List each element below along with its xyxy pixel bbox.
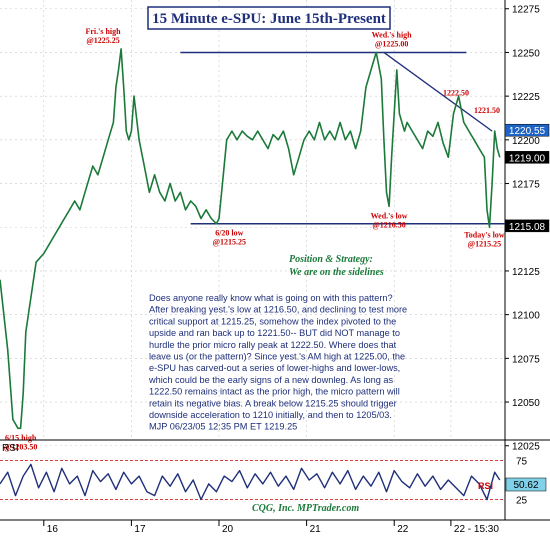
commentary-line: which could be the early signs of a new … xyxy=(148,375,394,385)
price-y-tick-label: 12125 xyxy=(512,267,540,278)
commentary-line: hurdle the prior micro rally peak at 122… xyxy=(149,340,397,350)
time-axis-label: 20 xyxy=(222,524,234,535)
commentary-line: e-SPU has carved-out a series of lower-h… xyxy=(149,363,400,373)
commentary-line: retain its negative bias. A break below … xyxy=(149,398,397,408)
chart-title: 15 Minute e-SPU: June 15th-Present xyxy=(152,11,386,27)
price-tags: 1220.55 1219.00 1215.08 xyxy=(504,123,550,233)
commentary-line: After breaking yest.'s low at 1216.50, a… xyxy=(149,305,407,315)
price-annotation-line: @1215.25 xyxy=(468,239,501,248)
price-annotation-line: 1222.50 xyxy=(443,88,469,97)
rsi-current-value: 50.62 xyxy=(513,480,538,491)
price-panel-background xyxy=(0,0,505,437)
price-annotation-line: 6/15 high xyxy=(5,433,37,442)
time-axis-label: 22 - 15:30 xyxy=(454,524,499,535)
rsi-y-tick-label: 25 xyxy=(516,496,528,507)
price-y-tick-label: 12175 xyxy=(512,180,540,191)
price-annotation-line: Wed.'s high xyxy=(372,30,413,39)
price-annotation: Wed.'s high@1225.00 xyxy=(372,30,413,48)
time-axis-label: 16 xyxy=(47,524,59,535)
price-annotation-line: Wed.'s low xyxy=(371,211,408,220)
price-annotation: Wed.'s low@1216.50 xyxy=(371,211,408,229)
time-axis-label: 21 xyxy=(310,524,322,535)
rsi-y-tick-labels: 75 25 xyxy=(516,457,528,507)
price-tag: 1215.08 xyxy=(504,219,550,233)
price-series xyxy=(0,48,501,430)
price-annotation-line: 6/20 low xyxy=(215,229,243,238)
time-axis-label: 17 xyxy=(134,524,146,535)
chart-title-box: 15 Minute e-SPU: June 15th-Present xyxy=(147,6,391,30)
price-annotation-line: Today's low xyxy=(464,230,505,239)
price-annotation-line: @1225.00 xyxy=(375,39,408,48)
price-y-tick-label: 12100 xyxy=(512,311,540,322)
commentary-line: upside and ran back up to 1221.50-- BUT … xyxy=(149,328,400,338)
price-annotation-line: 1221.50 xyxy=(474,106,500,115)
price-tag-box xyxy=(504,219,550,233)
rsi-line xyxy=(0,463,501,501)
price-y-tick-label: 12050 xyxy=(512,398,540,409)
price-annotation: Today's low@1215.25 xyxy=(464,230,505,248)
price-tag-box xyxy=(504,151,550,164)
price-y-tick-label: 12275 xyxy=(512,5,540,16)
rsi-y-tick-label: 75 xyxy=(516,457,528,468)
commentary-line: 1222.50 remains intact as the prior high… xyxy=(149,387,400,397)
price-y-tick-label: 12250 xyxy=(512,48,540,59)
price-tag-label: 1215.08 xyxy=(509,222,546,233)
position-strategy-text: We are on the sidelines xyxy=(289,267,384,278)
reference-line-downtrend xyxy=(383,51,493,132)
time-axis-label: 22 xyxy=(397,524,409,535)
price-tag: 1220.55 xyxy=(504,123,550,137)
price-annotation-line: @1215.25 xyxy=(213,238,246,247)
price-annotation-line: @1225.25 xyxy=(86,36,119,45)
price-tag-label: 1219.00 xyxy=(509,153,546,164)
commentary-text: Does anyone really know what is going on… xyxy=(148,293,407,432)
rsi-panel-label: RSI xyxy=(2,443,19,454)
time-axis-labels: 16 17 20 21 22 22 - 15:30 xyxy=(43,520,499,535)
commentary-line: critical support at 1215.25, somehow the… xyxy=(149,316,396,326)
commentary-line: downside acceleration to 1210 initially,… xyxy=(149,410,392,420)
price-y-tick-label: 12025 xyxy=(512,442,540,453)
price-annotation-line: Fri.'s high xyxy=(85,27,121,36)
price-annotation: 1221.50 xyxy=(474,106,500,115)
price-annotation-line: @1203.50 xyxy=(4,442,37,451)
position-strategy-heading: Position & Strategy: xyxy=(289,254,373,265)
rsi-grid xyxy=(0,460,505,500)
price-annotations: Fri.'s high@1225.25 Wed.'s high@1225.00 12… xyxy=(4,27,505,451)
rsi-value-tag: 50.62 xyxy=(505,477,547,492)
price-annotation: 1222.50 xyxy=(443,88,469,97)
watermark: CQG, Inc. MPTrader.com xyxy=(252,503,359,514)
position-strategy: Position & Strategy: We are on the sidel… xyxy=(289,254,384,278)
price-tag: 1219.00 xyxy=(504,151,550,164)
price-line xyxy=(0,48,501,430)
price-y-tick-label: 12200 xyxy=(512,136,540,147)
price-axis-background xyxy=(505,0,550,520)
price-annotation: 6/15 high@1203.50 xyxy=(4,433,37,451)
commentary-line: Does anyone really know what is going on… xyxy=(149,293,393,303)
rsi-series xyxy=(0,463,501,501)
reference-lines xyxy=(180,51,505,225)
price-annotation: 6/20 low@1215.25 xyxy=(213,229,246,247)
price-y-tick-label: 12225 xyxy=(512,92,540,103)
price-tag-box xyxy=(504,123,550,137)
price-annotation-line: @1216.50 xyxy=(372,220,405,229)
price-y-tick-label: 12075 xyxy=(512,354,540,365)
price-annotation: Fri.'s high@1225.25 xyxy=(85,27,121,45)
price-tag-label: 1220.55 xyxy=(509,126,546,137)
commentary-line: leave us (or the pattern)? Since yest.'s… xyxy=(149,352,405,362)
rsi-series-name: RSI xyxy=(478,481,493,491)
commentary-line: MJP 06/23/05 12:35 PM ET 1219.25 xyxy=(149,422,297,432)
